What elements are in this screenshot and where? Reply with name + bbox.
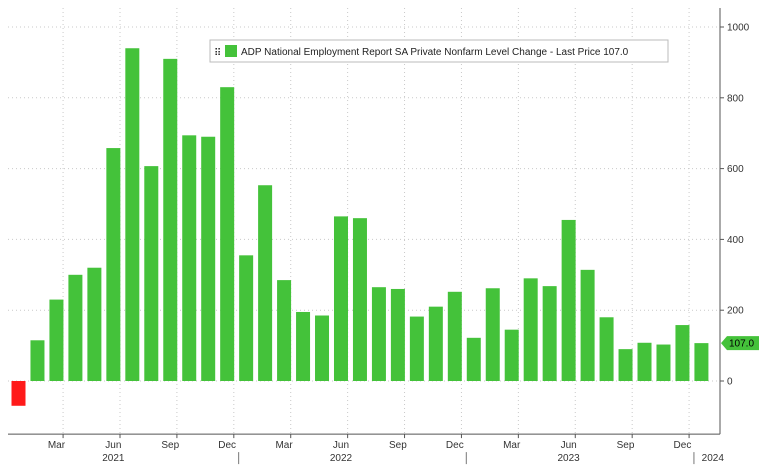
year-label: 2021	[102, 453, 125, 464]
bar	[618, 349, 633, 381]
bar	[447, 291, 462, 381]
legend-swatch	[225, 45, 237, 57]
bar	[68, 274, 83, 381]
bar	[390, 288, 405, 381]
bar	[523, 278, 538, 381]
bar	[201, 136, 216, 381]
year-label: 2024	[702, 453, 725, 464]
bar	[296, 311, 311, 381]
bar	[220, 87, 235, 382]
bar	[466, 337, 481, 381]
x-tick-label: Dec	[218, 440, 236, 451]
bar	[49, 299, 64, 381]
year-label: 2022	[330, 453, 353, 464]
bar	[125, 48, 140, 382]
bar	[163, 58, 178, 382]
x-tick-label: Mar	[275, 440, 293, 451]
bar	[504, 329, 519, 381]
legend-box	[209, 39, 669, 63]
y-tick-label: 1000	[727, 23, 750, 34]
bar	[239, 255, 254, 381]
bar	[87, 267, 102, 381]
x-tick-label: Jun	[105, 440, 121, 451]
last-price-badge	[721, 336, 759, 351]
y-tick-label: 600	[727, 164, 744, 175]
x-tick-label: Dec	[674, 440, 692, 451]
bar	[694, 343, 709, 381]
x-tick-label: Sep	[617, 440, 635, 451]
legend: ⠿ ADP National Employment Report SA Priv…	[209, 39, 669, 63]
bar	[144, 166, 159, 381]
axes: 0 200 400 600 800 1000 Mar Jun Sep Dec Mar Jun Sep De…	[8, 8, 750, 465]
bar	[599, 317, 614, 381]
bar	[11, 381, 26, 406]
x-tick-label: Mar	[503, 440, 521, 451]
bar	[258, 185, 273, 381]
bar	[542, 286, 557, 381]
x-tick-label: Jun	[333, 440, 349, 451]
x-tick-label: Mar	[48, 440, 66, 451]
year-label: 2023	[558, 453, 581, 464]
bar	[561, 219, 576, 381]
bar	[409, 316, 424, 381]
bar	[428, 306, 443, 381]
bar	[371, 287, 386, 381]
bar	[485, 288, 500, 381]
y-tick-label: 0	[727, 377, 733, 388]
bars	[11, 48, 709, 406]
x-tick-label: Sep	[389, 440, 407, 451]
bar	[580, 269, 595, 381]
bar	[106, 148, 121, 381]
bar	[315, 315, 330, 381]
bar	[277, 280, 292, 381]
x-tick-label: Jun	[561, 440, 577, 451]
bar	[675, 325, 690, 381]
bar	[656, 344, 671, 381]
legend-handle-icon: ⠿	[214, 48, 221, 59]
bar	[352, 218, 367, 381]
last-price-marker: 107.0	[721, 336, 759, 351]
bar	[182, 135, 197, 381]
y-tick-label: 200	[727, 306, 744, 317]
bar	[333, 216, 348, 381]
bar	[637, 342, 652, 381]
last-price-label: 107.0	[729, 339, 754, 350]
bar	[30, 340, 45, 381]
y-tick-label: 800	[727, 93, 744, 104]
x-tick-label: Dec	[446, 440, 464, 451]
y-tick-label: 400	[727, 235, 744, 246]
x-tick-label: Sep	[161, 440, 179, 451]
legend-label: ADP National Employment Report SA Privat…	[241, 47, 629, 58]
